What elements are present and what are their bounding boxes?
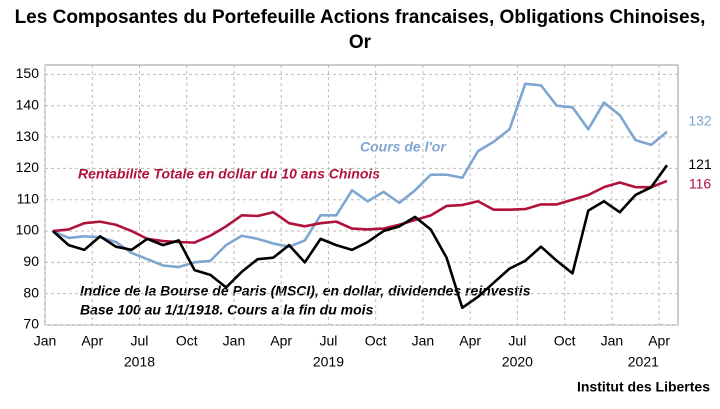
series-label: Rentabilite Totale en dollar du 10 ans C…: [78, 166, 380, 182]
x-tick-label: Apr: [459, 333, 481, 349]
x-tick-label: Jul: [131, 333, 149, 349]
year-label: 2019: [313, 354, 344, 370]
plot-frame: [44, 64, 679, 326]
year-label: 2021: [628, 354, 659, 370]
x-tick-label: Jan: [223, 333, 246, 349]
y-tick-label: 70: [23, 316, 39, 332]
y-tick-label: 130: [16, 128, 40, 144]
x-tick-label: Jul: [319, 333, 337, 349]
year-label: 2018: [124, 354, 155, 370]
y-tick-label: 140: [16, 96, 40, 112]
series-label: Cours de l'or: [360, 139, 447, 155]
x-tick-label: Apr: [81, 333, 103, 349]
chart-title: Les Composantes du Portefeuille Actions …: [15, 7, 706, 28]
y-tick-label: 90: [23, 253, 39, 269]
line-series: [52, 164, 669, 310]
y-tick-label: 120: [16, 159, 40, 175]
y-tick-label: 150: [16, 65, 40, 81]
x-tick-label: Oct: [554, 333, 576, 349]
x-tick-label: Oct: [365, 333, 387, 349]
x-tick-label: Jan: [34, 333, 57, 349]
end-label: 116: [689, 176, 712, 192]
x-tick-label: Oct: [176, 333, 198, 349]
x-tick-label: Jan: [412, 333, 435, 349]
y-tick-label: 80: [23, 284, 39, 300]
line-series: [52, 179, 668, 244]
source: Institut des Libertes: [577, 379, 710, 395]
x-tick-label: Apr: [270, 333, 292, 349]
series-label: Indice de la Bourse de Paris (MSCI), en …: [80, 283, 531, 299]
end-label: 132: [688, 112, 712, 128]
chart-title: Or: [349, 32, 372, 53]
year-label: 2020: [502, 354, 533, 370]
x-tick-label: Jul: [508, 333, 526, 349]
x-tick-label: Jan: [601, 333, 624, 349]
y-tick-label: 100: [16, 222, 40, 238]
note: Base 100 au 1/1/1918. Cours a la fin du …: [80, 302, 374, 318]
y-tick-label: 110: [17, 190, 40, 206]
end-label: 121: [688, 156, 712, 172]
x-tick-label: Apr: [648, 333, 670, 349]
line-series: [52, 82, 668, 269]
